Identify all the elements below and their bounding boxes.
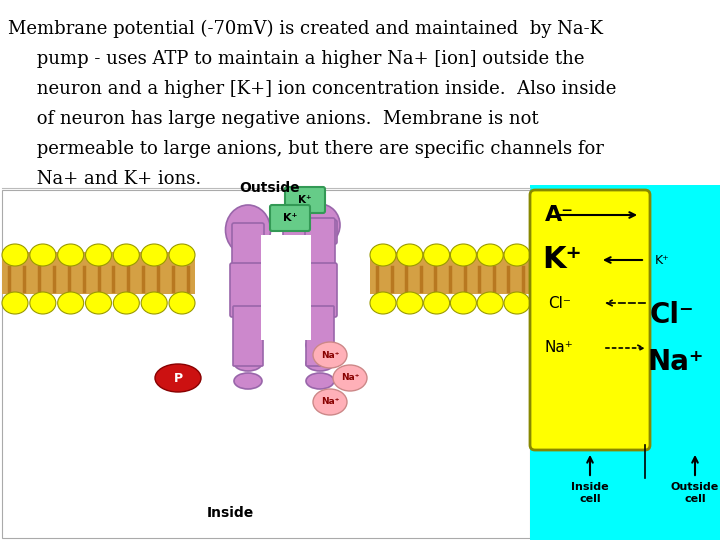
Ellipse shape bbox=[370, 244, 396, 266]
Ellipse shape bbox=[169, 292, 195, 314]
FancyBboxPatch shape bbox=[233, 306, 263, 366]
Ellipse shape bbox=[86, 244, 112, 266]
Ellipse shape bbox=[451, 244, 477, 266]
Ellipse shape bbox=[451, 292, 477, 314]
Ellipse shape bbox=[30, 292, 56, 314]
Ellipse shape bbox=[477, 292, 503, 314]
Text: Outside: Outside bbox=[240, 181, 300, 195]
Ellipse shape bbox=[234, 373, 262, 389]
Ellipse shape bbox=[423, 292, 449, 314]
FancyBboxPatch shape bbox=[530, 190, 650, 450]
Ellipse shape bbox=[504, 244, 530, 266]
Text: Na⁺: Na⁺ bbox=[321, 350, 339, 360]
FancyBboxPatch shape bbox=[285, 187, 325, 213]
Text: Na⁺: Na⁺ bbox=[321, 397, 339, 407]
Ellipse shape bbox=[306, 373, 334, 389]
Ellipse shape bbox=[141, 244, 167, 266]
Text: Cl⁻: Cl⁻ bbox=[548, 295, 571, 310]
Bar bbox=[530, 185, 720, 540]
Ellipse shape bbox=[86, 292, 112, 314]
Ellipse shape bbox=[306, 337, 334, 353]
Text: K⁺: K⁺ bbox=[298, 195, 312, 205]
Ellipse shape bbox=[504, 292, 530, 314]
Text: Cl⁻: Cl⁻ bbox=[650, 301, 695, 329]
Ellipse shape bbox=[58, 244, 84, 266]
Ellipse shape bbox=[313, 389, 347, 415]
Text: Inside: Inside bbox=[207, 506, 253, 520]
Text: permeable to large anions, but there are specific channels for: permeable to large anions, but there are… bbox=[8, 140, 604, 158]
Text: K⁺: K⁺ bbox=[283, 213, 297, 223]
Text: Na+ and K+ ions.: Na+ and K+ ions. bbox=[8, 170, 202, 188]
Bar bbox=[307, 305, 333, 365]
Text: of neuron has large negative anions.  Membrane is not: of neuron has large negative anions. Mem… bbox=[8, 110, 539, 128]
Text: pump - uses ATP to maintain a higher Na+ [ion] outside the: pump - uses ATP to maintain a higher Na+… bbox=[8, 50, 585, 68]
Ellipse shape bbox=[370, 292, 396, 314]
Ellipse shape bbox=[30, 244, 56, 266]
FancyBboxPatch shape bbox=[232, 223, 264, 277]
Bar bbox=[234, 305, 262, 365]
Ellipse shape bbox=[2, 292, 28, 314]
Text: Inside
cell: Inside cell bbox=[571, 482, 609, 504]
Ellipse shape bbox=[113, 292, 140, 314]
Ellipse shape bbox=[2, 244, 28, 266]
Ellipse shape bbox=[234, 355, 262, 371]
Ellipse shape bbox=[423, 244, 449, 266]
Ellipse shape bbox=[333, 365, 367, 391]
FancyBboxPatch shape bbox=[230, 263, 266, 317]
FancyBboxPatch shape bbox=[270, 205, 310, 231]
Ellipse shape bbox=[113, 244, 140, 266]
FancyBboxPatch shape bbox=[306, 306, 334, 366]
Text: Membrane potential (-70mV) is created and maintained  by Na-K: Membrane potential (-70mV) is created an… bbox=[8, 20, 603, 38]
Text: neuron and a higher [K+] ion concentration inside.  Also inside: neuron and a higher [K+] ion concentrati… bbox=[8, 80, 616, 98]
Ellipse shape bbox=[234, 337, 262, 353]
Text: Na⁺: Na⁺ bbox=[545, 341, 574, 355]
Text: Outside
cell: Outside cell bbox=[671, 482, 719, 504]
Ellipse shape bbox=[477, 244, 503, 266]
Ellipse shape bbox=[155, 364, 201, 392]
Ellipse shape bbox=[141, 292, 167, 314]
Text: Na⁺: Na⁺ bbox=[341, 374, 359, 382]
Ellipse shape bbox=[397, 292, 423, 314]
Ellipse shape bbox=[300, 204, 340, 246]
Bar bbox=[2, 252, 195, 294]
Ellipse shape bbox=[397, 244, 423, 266]
Ellipse shape bbox=[313, 342, 347, 368]
Ellipse shape bbox=[306, 355, 334, 371]
Text: P: P bbox=[174, 372, 183, 384]
Text: A⁻: A⁻ bbox=[545, 205, 574, 225]
FancyBboxPatch shape bbox=[305, 218, 335, 277]
Bar bbox=[2, 190, 530, 538]
Bar bbox=[370, 252, 530, 294]
Ellipse shape bbox=[169, 244, 195, 266]
Ellipse shape bbox=[58, 292, 84, 314]
FancyBboxPatch shape bbox=[283, 220, 337, 244]
Ellipse shape bbox=[225, 205, 271, 255]
Bar bbox=[261, 235, 311, 340]
Text: K⁺: K⁺ bbox=[542, 246, 582, 274]
Text: K⁺: K⁺ bbox=[655, 253, 670, 267]
Text: Na⁺: Na⁺ bbox=[648, 348, 704, 376]
FancyBboxPatch shape bbox=[303, 263, 337, 317]
